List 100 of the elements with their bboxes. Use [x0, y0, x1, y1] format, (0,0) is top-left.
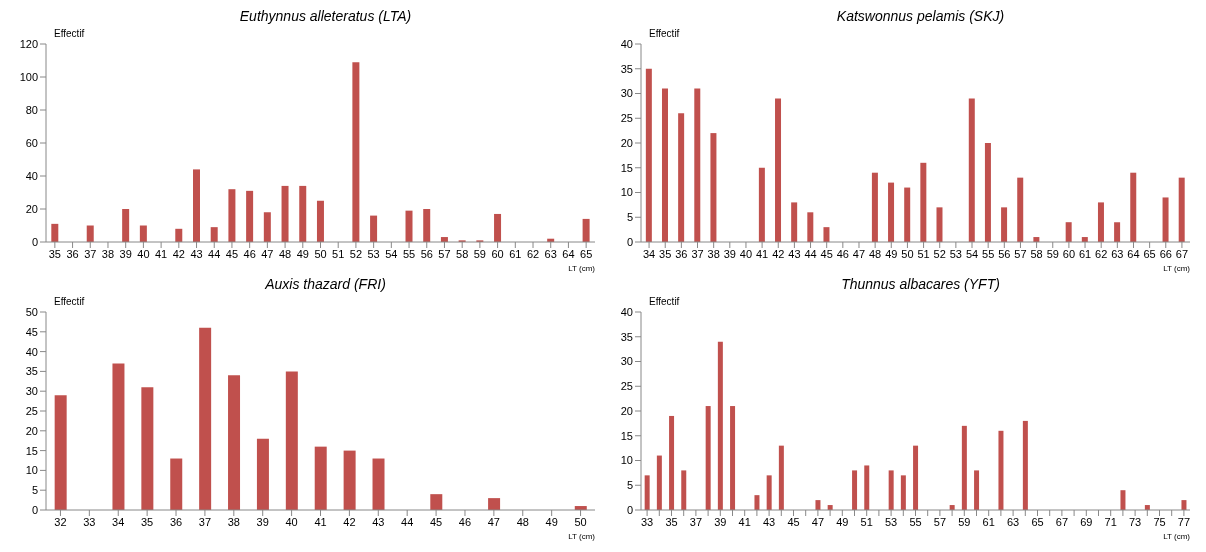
- x-tick-label: 49: [296, 247, 309, 260]
- x-tick-label: 61: [1078, 247, 1092, 260]
- x-tick-label: 64: [562, 247, 575, 260]
- y-tick-label: 35: [620, 330, 633, 343]
- x-tick-label: 45: [225, 247, 239, 260]
- y-tick-label: 20: [25, 202, 38, 215]
- x-tick-label: 49: [836, 515, 849, 528]
- x-axis-title: LT (cm): [568, 532, 595, 541]
- x-tick-label: 37: [691, 247, 704, 260]
- x-tick-label: 53: [884, 515, 898, 528]
- x-tick-label: 48: [278, 247, 292, 260]
- x-tick-label: 63: [1111, 247, 1124, 260]
- y-tick-label: 30: [620, 355, 633, 368]
- x-tick-label: 75: [1153, 515, 1166, 528]
- x-tick-label: 46: [836, 247, 849, 260]
- x-tick-label: 67: [1175, 247, 1189, 260]
- x-tick-label: 71: [1104, 515, 1117, 528]
- x-tick-label: 34: [642, 247, 656, 260]
- x-tick-label: 34: [112, 515, 125, 528]
- x-tick-label: 65: [580, 247, 593, 260]
- x-tick-label: 43: [190, 247, 203, 260]
- x-tick-label: 40: [285, 515, 298, 528]
- y-tick-label: 5: [626, 211, 633, 224]
- x-tick-label: 43: [762, 515, 776, 528]
- x-tick-label: 54: [965, 247, 979, 260]
- x-tick-label: 45: [787, 515, 800, 528]
- x-tick-label: 35: [659, 247, 672, 260]
- y-tick-label: 15: [25, 444, 38, 457]
- x-tick-label: 48: [869, 247, 882, 260]
- y-tick-label: 25: [620, 380, 633, 393]
- x-tick-label: 52: [349, 247, 363, 260]
- x-tick-label: 35: [48, 247, 61, 260]
- x-tick-label: 43: [788, 247, 801, 260]
- x-tick-label: 47: [261, 247, 274, 260]
- x-tick-label: 65: [1031, 515, 1044, 528]
- x-tick-label: 53: [367, 247, 380, 260]
- x-axis-title: LT (cm): [568, 264, 595, 273]
- y-tick-label: 15: [620, 429, 633, 442]
- x-tick-label: 58: [456, 247, 469, 260]
- x-tick-label: 37: [198, 515, 212, 528]
- x-tick-label: 47: [852, 247, 866, 260]
- x-tick-label: 33: [83, 515, 96, 528]
- x-tick-label: 51: [860, 515, 873, 528]
- x-tick-label: 66: [1159, 247, 1172, 260]
- x-tick-label: 61: [509, 247, 522, 260]
- x-tick-label: 64: [1127, 247, 1140, 260]
- x-tick-label: 49: [545, 515, 558, 528]
- y-tick-label: 0: [31, 503, 38, 516]
- x-tick-label: 62: [1095, 247, 1108, 260]
- x-axis-title: LT (cm): [1163, 532, 1190, 541]
- x-tick-label: 44: [401, 515, 414, 528]
- x-tick-label: 56: [420, 247, 433, 260]
- y-axis-title: Effectif: [649, 28, 680, 39]
- x-tick-label: 55: [982, 247, 995, 260]
- x-tick-label: 41: [755, 247, 769, 260]
- x-tick-label: 41: [738, 515, 751, 528]
- x-tick-label: 55: [909, 515, 922, 528]
- y-tick-label: 0: [31, 235, 38, 248]
- y-tick-label: 45: [25, 325, 38, 338]
- x-tick-label: 60: [1062, 247, 1076, 260]
- x-tick-label: 56: [998, 247, 1011, 260]
- y-tick-label: 10: [25, 464, 38, 477]
- x-tick-label: 38: [227, 515, 240, 528]
- x-tick-label: 47: [811, 515, 825, 528]
- x-tick-label: 55: [402, 247, 416, 260]
- x-axis-title: LT (cm): [1163, 264, 1190, 273]
- x-tick-label: 35: [141, 515, 154, 528]
- y-tick-label: 20: [620, 136, 633, 149]
- x-tick-label: 59: [473, 247, 487, 260]
- x-tick-label: 42: [343, 515, 356, 528]
- y-tick-label: 80: [25, 103, 38, 116]
- y-tick-label: 30: [25, 385, 38, 398]
- y-tick-label: 5: [31, 484, 38, 497]
- y-tick-label: 120: [19, 37, 38, 50]
- x-tick-label: 48: [516, 515, 529, 528]
- x-tick-label: 50: [574, 515, 587, 528]
- y-tick-label: 30: [620, 87, 633, 100]
- x-tick-label: 41: [154, 247, 168, 260]
- x-tick-label: 47: [487, 515, 500, 528]
- x-tick-label: 77: [1177, 515, 1191, 528]
- x-tick-label: 39: [256, 515, 269, 528]
- y-tick-label: 35: [25, 365, 38, 378]
- y-tick-label: 35: [620, 62, 633, 75]
- y-tick-label: 25: [25, 404, 38, 417]
- y-tick-label: 0: [626, 503, 633, 516]
- x-tick-label: 33: [640, 515, 654, 528]
- y-tick-label: 25: [620, 112, 633, 125]
- y-tick-label: 40: [25, 345, 38, 358]
- x-tick-label: 36: [66, 247, 79, 260]
- x-tick-label: 63: [1006, 515, 1020, 528]
- x-tick-label: 36: [675, 247, 688, 260]
- x-tick-label: 62: [526, 247, 540, 260]
- x-tick-label: 73: [1128, 515, 1142, 528]
- x-tick-label: 37: [689, 515, 703, 528]
- y-tick-label: 15: [620, 161, 633, 174]
- x-tick-label: 38: [707, 247, 720, 260]
- y-tick-label: 20: [25, 424, 38, 437]
- x-tick-label: 44: [804, 247, 817, 260]
- x-tick-label: 50: [901, 247, 914, 260]
- y-tick-label: 40: [620, 305, 633, 318]
